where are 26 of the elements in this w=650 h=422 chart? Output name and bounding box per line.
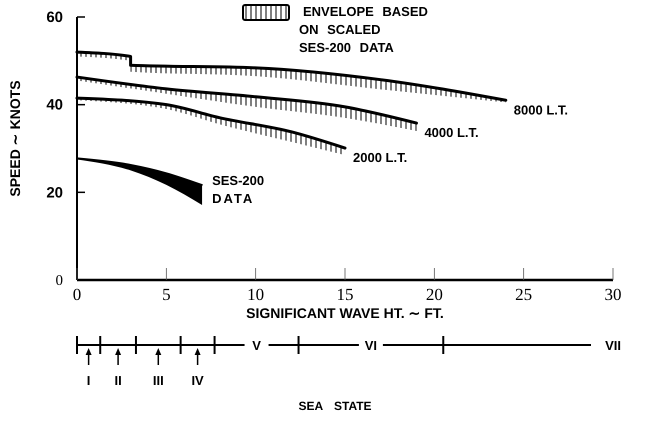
x-tick-label: 30 xyxy=(604,285,622,304)
y-tick-label: 20 xyxy=(46,184,63,202)
x-tick-label: 0 xyxy=(72,285,82,304)
y-tick-label: 40 xyxy=(46,96,63,114)
category-label: I xyxy=(86,373,90,388)
x-tick-label: 10 xyxy=(247,285,264,304)
category-label: III xyxy=(152,373,164,388)
series-label: SES-200 DATA xyxy=(212,172,264,206)
x-axis-title: SIGNIFICANT WAVE HT. ∼ FT. xyxy=(246,305,444,321)
category-label: VI xyxy=(364,338,378,353)
category-label: II xyxy=(114,373,122,388)
series-label: 2000 L.T. xyxy=(353,150,408,166)
category-label: V xyxy=(252,338,262,353)
x-tick-label: 15 xyxy=(336,285,354,304)
series-label: 8000 L.T. xyxy=(514,102,568,118)
y-tick-label: 0 xyxy=(56,273,63,289)
category-label: VII xyxy=(605,338,621,353)
text: SEA STATE xyxy=(298,399,372,413)
series-label: 4000 L.T. xyxy=(424,125,479,140)
x-tick-label: 25 xyxy=(515,285,532,304)
x-tick-label: 5 xyxy=(162,285,171,304)
x-tick-label: 20 xyxy=(426,285,443,304)
annotation: ENVELOPE BASED ON SCALED SES-200 DATA xyxy=(299,4,428,55)
category-label: IV xyxy=(191,373,204,388)
y-axis-title: SPEED ∼ KNOTS xyxy=(7,80,23,197)
y-tick-label: 60 xyxy=(46,9,63,26)
